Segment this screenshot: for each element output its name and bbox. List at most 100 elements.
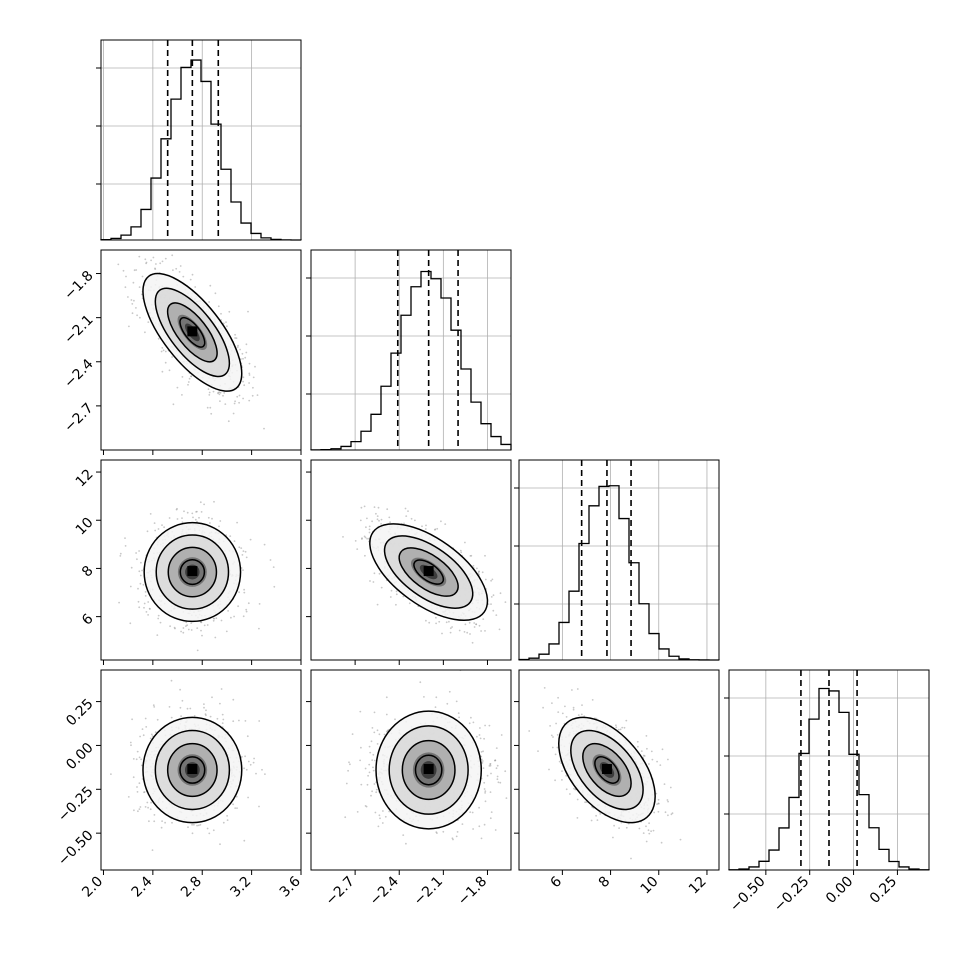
scatter-point <box>136 791 139 793</box>
scatter-point <box>383 733 386 736</box>
scatter-point <box>147 601 150 603</box>
scatter-point <box>494 759 497 762</box>
scatter-point <box>364 536 367 539</box>
scatter-point <box>236 346 239 348</box>
scatter-point <box>449 631 452 634</box>
scatter-point <box>410 517 413 520</box>
scatter-point <box>226 819 229 821</box>
scatter-point <box>160 826 163 829</box>
scatter-point <box>374 759 376 762</box>
scatter-point <box>222 394 224 397</box>
contour-line-2 <box>154 287 231 378</box>
scatter-point <box>368 763 371 766</box>
scatter-point <box>252 376 255 379</box>
scatter-point <box>226 815 229 817</box>
scatter-point <box>161 820 164 822</box>
scatter-point <box>140 561 142 564</box>
scatter-point <box>477 572 480 575</box>
scatter-point <box>489 817 492 820</box>
scatter-point <box>451 837 454 840</box>
histogram-panel-0 <box>96 39 302 241</box>
density-peak <box>187 566 198 577</box>
scatter-point <box>151 849 154 851</box>
scatter-point <box>459 549 462 552</box>
scatter-point <box>145 611 148 613</box>
scatter-point <box>212 390 215 393</box>
scatter-point <box>191 512 194 515</box>
scatter-point <box>205 709 207 712</box>
scatter-point <box>395 603 397 606</box>
scatter-point <box>185 625 187 627</box>
scatter-point <box>234 333 237 336</box>
scatter-point <box>466 631 469 634</box>
scatter-point <box>372 766 374 769</box>
scatter-point <box>236 521 239 524</box>
scatter-point <box>381 822 384 824</box>
scatter-point <box>464 623 467 626</box>
density-panel-2-0 <box>96 459 302 665</box>
scatter-point <box>132 281 135 284</box>
scatter-point <box>494 829 497 831</box>
scatter-point <box>241 352 244 355</box>
scatter-point <box>252 386 254 389</box>
scatter-point <box>208 394 211 396</box>
scatter-point <box>360 506 363 509</box>
scatter-point <box>390 589 393 592</box>
scatter-point <box>239 348 242 351</box>
scatter-point <box>382 810 384 812</box>
scatter-point <box>143 602 146 605</box>
scatter-point <box>229 535 232 537</box>
scatter-point <box>263 427 265 430</box>
scatter-point <box>218 393 221 396</box>
scatter-point <box>478 571 480 573</box>
scatter-point <box>143 606 145 609</box>
scatter-point <box>149 513 152 515</box>
scatter-point <box>373 711 376 714</box>
contour-line-2 <box>155 534 230 610</box>
scatter-point <box>161 524 163 526</box>
scatter-point <box>244 755 247 758</box>
scatter-point <box>220 619 223 622</box>
scatter-point <box>537 750 539 752</box>
scatter-point <box>205 714 207 717</box>
scatter-point <box>125 275 127 278</box>
scatter-point <box>139 574 142 577</box>
scatter-point <box>127 325 130 328</box>
scatter-point <box>164 361 167 364</box>
scatter-point <box>472 564 475 567</box>
scatter-point <box>187 628 190 631</box>
scatter-point <box>153 522 156 524</box>
scatter-point <box>576 688 579 690</box>
scatter-point <box>139 582 142 585</box>
scatter-point <box>243 839 246 842</box>
panel-frame <box>100 669 302 871</box>
scatter-point <box>219 843 221 846</box>
scatter-point <box>212 829 215 832</box>
scatter-point <box>408 602 411 605</box>
scatter-point <box>469 811 472 813</box>
scatter-point <box>572 708 575 711</box>
scatter-point <box>384 815 387 818</box>
scatter-point <box>478 825 481 828</box>
scatter-point <box>240 547 243 549</box>
scatter-point <box>140 758 143 761</box>
scatter-point <box>214 636 217 639</box>
scatter-point <box>369 580 371 582</box>
contour-line-3 <box>375 710 483 830</box>
scatter-point <box>360 746 362 749</box>
scatter-point <box>190 622 193 624</box>
scatter-point <box>648 763 650 765</box>
scatter-point <box>186 511 189 514</box>
histogram-series <box>100 59 302 241</box>
scatter-point <box>599 813 602 815</box>
scatter-point <box>376 515 379 517</box>
scatter-point <box>245 556 248 559</box>
scatter-point <box>402 834 405 836</box>
panel-frame <box>310 669 512 871</box>
scatter-point <box>162 349 165 352</box>
scatter-point <box>179 688 182 691</box>
scatter-point <box>372 581 375 583</box>
scatter-point <box>138 255 141 258</box>
scatter-point <box>376 743 379 745</box>
scatter-point <box>342 536 344 538</box>
